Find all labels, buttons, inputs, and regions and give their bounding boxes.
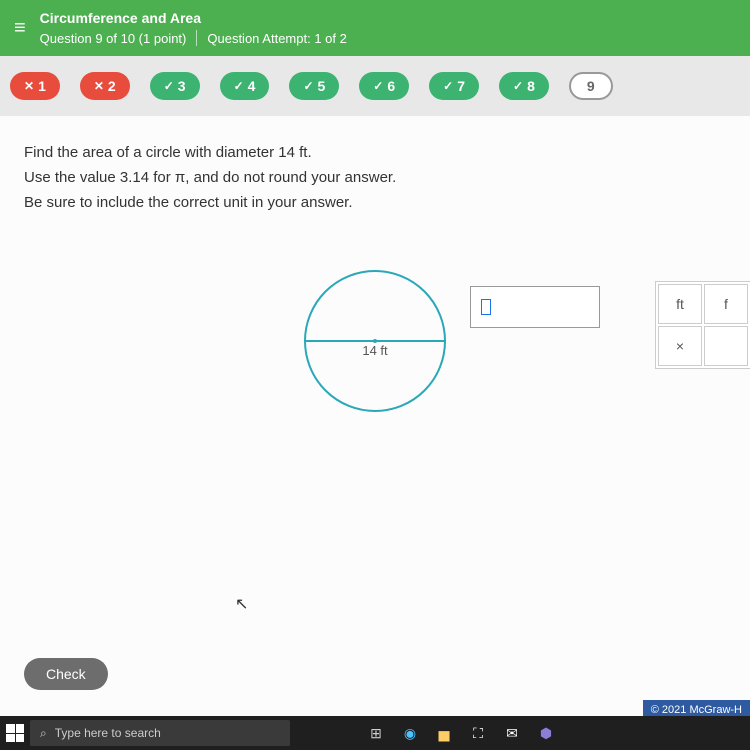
input-cursor: [481, 299, 491, 315]
content-area: Find the area of a circle with diameter …: [0, 116, 750, 750]
check-icon: ✓: [443, 79, 453, 93]
nav-pill-4[interactable]: ✓4: [220, 72, 270, 100]
explorer-icon[interactable]: ▅: [434, 723, 454, 743]
pill-label: 1: [38, 78, 46, 94]
nav-pill-6[interactable]: ✓6: [359, 72, 409, 100]
check-icon: ✓: [513, 79, 523, 93]
edge-icon[interactable]: ◉: [400, 723, 420, 743]
question-attempt: Question Attempt: 1 of 2: [207, 31, 346, 46]
unit-ft[interactable]: ft: [658, 284, 702, 324]
unit-more[interactable]: [704, 326, 748, 366]
search-placeholder: Type here to search: [55, 726, 161, 740]
search-icon: ⌕: [40, 726, 47, 741]
nav-pill-9[interactable]: 9: [569, 72, 613, 100]
circle-diagram: 14 ft: [285, 251, 465, 431]
pill-label: 2: [108, 78, 116, 94]
task-view-icon[interactable]: ⊞: [366, 723, 386, 743]
pill-label: 8: [527, 78, 535, 94]
x-icon: ✕: [94, 79, 104, 93]
nav-pill-7[interactable]: ✓7: [429, 72, 479, 100]
pill-label: 3: [178, 78, 186, 94]
pill-label: 6: [387, 78, 395, 94]
x-icon: ✕: [24, 79, 34, 93]
menu-icon[interactable]: ≡: [14, 17, 26, 40]
teams-icon[interactable]: ⬢: [536, 723, 556, 743]
nav-pill-3[interactable]: ✓3: [150, 72, 200, 100]
mouse-cursor-icon: ↖: [235, 594, 248, 614]
store-icon[interactable]: ⛶: [468, 723, 488, 743]
check-button[interactable]: Check: [24, 658, 108, 690]
prompt-line-3: Be sure to include the correct unit in y…: [24, 194, 726, 211]
nav-pill-5[interactable]: ✓5: [289, 72, 339, 100]
prompt-line-2: Use the value 3.14 for π, and do not rou…: [24, 169, 726, 186]
mail-icon[interactable]: ✉: [502, 723, 522, 743]
nav-pill-8[interactable]: ✓8: [499, 72, 549, 100]
diameter-label: 14 ft: [362, 343, 388, 358]
check-icon: ✓: [373, 79, 383, 93]
unit-f[interactable]: f: [704, 284, 748, 324]
pill-label: 4: [248, 78, 256, 94]
unit-times[interactable]: ×: [658, 326, 702, 366]
check-icon: ✓: [303, 79, 313, 93]
question-position: Question 9 of 10 (1 point): [40, 31, 187, 46]
pill-label: 5: [318, 78, 326, 94]
nav-pill-2[interactable]: ✕2: [80, 72, 130, 100]
pill-label: 9: [587, 78, 595, 94]
diagram: 14 ft: [24, 251, 726, 431]
check-icon: ✓: [164, 79, 174, 93]
header-bar: ≡ Circumference and Area Question 9 of 1…: [0, 0, 750, 56]
nav-pill-1[interactable]: ✕1: [10, 72, 60, 100]
taskbar-search[interactable]: ⌕ Type here to search: [30, 720, 290, 746]
pill-label: 7: [457, 78, 465, 94]
check-icon: ✓: [234, 79, 244, 93]
units-panel: ft f ×: [655, 281, 750, 369]
divider: [196, 30, 197, 46]
lesson-title: Circumference and Area: [40, 10, 347, 26]
question-nav: ✕1 ✕2 ✓3 ✓4 ✓5 ✓6 ✓7 ✓8 9: [0, 56, 750, 116]
prompt-line-1: Find the area of a circle with diameter …: [24, 144, 726, 161]
answer-input[interactable]: [470, 286, 600, 328]
windows-start-icon[interactable]: [6, 724, 24, 742]
taskbar: ⌕ Type here to search ⊞ ◉ ▅ ⛶ ✉ ⬢: [0, 716, 750, 750]
